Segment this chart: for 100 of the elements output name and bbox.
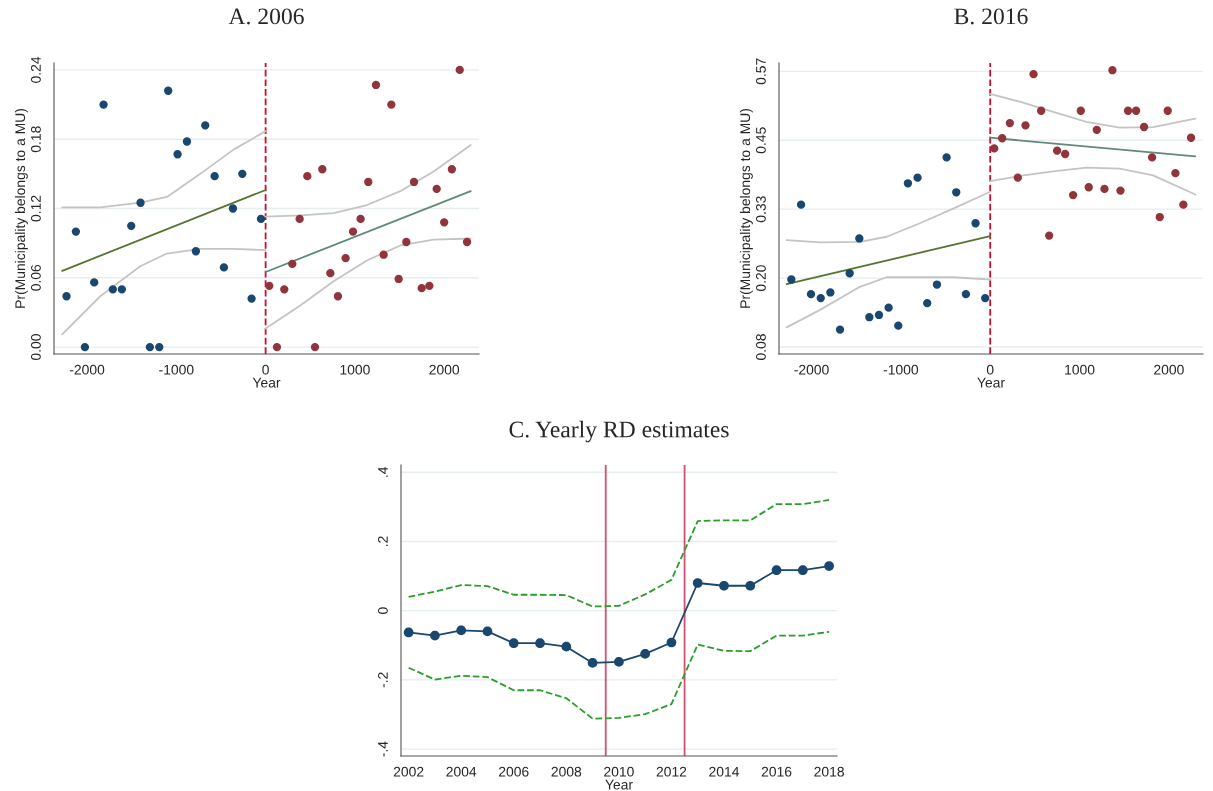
point: [272, 342, 282, 352]
point: [288, 259, 297, 269]
line-series: [989, 92, 1197, 129]
line-series: [989, 166, 1197, 196]
point: [865, 313, 874, 322]
x-axis-title: Year: [252, 377, 281, 388]
y-tick-label: 0.24: [31, 56, 41, 83]
point: [1163, 106, 1172, 115]
point: [903, 179, 913, 188]
chart-title: C. Yearly RD estimates: [509, 420, 729, 443]
point: [482, 626, 493, 637]
x-tick-label: -1000: [159, 364, 194, 375]
point: [440, 218, 449, 227]
line-series: [785, 190, 992, 244]
point: [835, 325, 845, 334]
point: [326, 269, 335, 278]
point: [806, 289, 816, 299]
point: [535, 638, 545, 649]
point: [136, 198, 145, 207]
point: [845, 269, 854, 278]
point: [333, 292, 343, 301]
point: [371, 80, 381, 90]
x-tick-label: 2000: [1154, 364, 1184, 375]
point: [1139, 122, 1149, 132]
point: [998, 134, 1007, 143]
point: [719, 580, 729, 591]
point: [164, 86, 173, 95]
x-tick-label: 2010: [604, 766, 634, 777]
line-series: [61, 130, 267, 209]
point: [692, 578, 703, 588]
point: [409, 177, 419, 187]
point: [127, 221, 136, 230]
point: [1036, 106, 1046, 115]
x-tick-label: -2000: [69, 364, 105, 375]
y-tick-label: 0.45: [756, 127, 766, 154]
x-tick-label: 1000: [1065, 364, 1095, 375]
point: [145, 342, 155, 352]
point: [1092, 125, 1101, 135]
point: [1155, 212, 1164, 222]
point: [787, 275, 796, 284]
point: [455, 65, 464, 75]
point: [256, 214, 266, 224]
point: [219, 263, 229, 272]
point: [961, 289, 971, 299]
point: [1116, 186, 1125, 195]
x-axis-title: Year: [605, 779, 633, 790]
chart-title: B. 2016: [954, 8, 1028, 25]
point: [247, 294, 256, 303]
x-tick-label: 2006: [499, 766, 529, 777]
point: [614, 657, 624, 667]
point: [403, 627, 414, 638]
y-tick-label: -.4: [378, 741, 388, 757]
point: [745, 580, 756, 591]
point: [640, 649, 651, 659]
x-axis-title: Year: [977, 377, 1005, 388]
y-tick-label: 0.33: [756, 196, 766, 223]
x-tick-label: 2000: [429, 364, 460, 375]
y-tick-label: 0.06: [31, 264, 41, 291]
point: [90, 278, 99, 287]
line-series: [264, 237, 472, 330]
point: [1171, 169, 1180, 178]
y-tick-label: .4: [378, 466, 388, 477]
point: [796, 200, 806, 209]
point: [430, 630, 440, 641]
point: [155, 342, 164, 352]
point: [587, 658, 598, 668]
x-tick-label: 2014: [709, 766, 740, 777]
y-tick-label: 0: [378, 607, 388, 614]
point: [1186, 133, 1196, 142]
x-tick-label: -2000: [794, 364, 829, 375]
line-series: [407, 630, 831, 720]
y-tick-label: 0.00: [31, 334, 41, 361]
point: [462, 237, 472, 247]
point: [402, 237, 411, 247]
line-series: [785, 276, 992, 329]
x-tick-label: 0: [986, 364, 994, 375]
point: [356, 214, 365, 224]
point: [971, 219, 980, 228]
y-tick-label: .2: [378, 536, 388, 546]
point: [1021, 121, 1030, 130]
point: [295, 214, 304, 224]
point: [117, 285, 127, 294]
point: [932, 280, 942, 289]
point: [318, 165, 327, 174]
x-tick-label: -1000: [883, 364, 919, 375]
point: [387, 100, 396, 109]
point: [1147, 153, 1157, 162]
point: [1084, 183, 1093, 192]
point: [981, 293, 990, 303]
point: [1060, 149, 1070, 159]
point: [561, 641, 572, 652]
y-tick-label: -.2: [378, 672, 388, 688]
point: [1029, 69, 1038, 79]
point: [1100, 184, 1109, 194]
point: [182, 137, 192, 146]
point: [303, 172, 312, 181]
point: [310, 342, 320, 352]
x-tick-label: 2016: [761, 766, 792, 777]
point: [379, 250, 388, 259]
point: [99, 100, 108, 109]
